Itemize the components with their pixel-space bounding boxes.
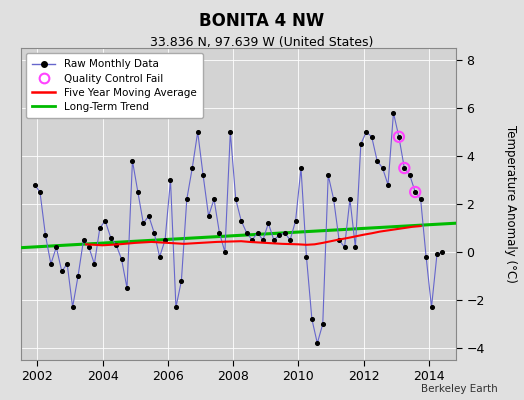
Point (286, 237, 294, 243)
Point (270, 237, 278, 243)
Point (297, 165, 305, 171)
Point (422, 254, 430, 260)
Point (226, 129, 235, 135)
Point (378, 165, 387, 171)
Point (90, 261, 99, 267)
Point (123, 285, 131, 291)
Point (395, 134, 403, 140)
Point (367, 134, 376, 140)
Point (357, 141, 365, 147)
Text: BONITA 4 NW: BONITA 4 NW (199, 12, 325, 30)
Point (193, 129, 202, 135)
Point (351, 244, 359, 250)
Point (248, 237, 256, 243)
Point (63, 261, 71, 267)
Point (324, 172, 332, 178)
Point (362, 129, 370, 135)
Point (204, 213, 213, 219)
Point (210, 196, 218, 202)
Point (36, 189, 44, 195)
Y-axis label: Temperature Anomaly (°C): Temperature Anomaly (°C) (504, 125, 517, 283)
Point (58, 268, 66, 274)
Point (395, 134, 403, 140)
Point (95, 225, 104, 231)
Point (74, 273, 82, 279)
Point (313, 340, 322, 346)
Legend: Raw Monthly Data, Quality Control Fail, Five Year Moving Average, Long-Term Tren: Raw Monthly Data, Quality Control Fail, … (26, 53, 203, 118)
Point (237, 218, 245, 224)
Point (188, 165, 196, 171)
Point (302, 254, 311, 260)
Point (389, 110, 398, 116)
Point (134, 189, 142, 195)
Point (264, 220, 272, 226)
Point (30, 182, 39, 188)
Point (150, 230, 158, 236)
Point (406, 172, 414, 178)
Point (172, 304, 180, 310)
Point (117, 256, 126, 262)
Point (411, 189, 419, 195)
Point (85, 244, 93, 250)
Point (384, 182, 392, 188)
Point (232, 196, 240, 202)
Point (259, 237, 267, 243)
Point (427, 304, 435, 310)
Point (253, 230, 261, 236)
Point (128, 158, 137, 164)
Point (79, 237, 88, 243)
Point (221, 249, 229, 255)
Point (106, 234, 115, 241)
Point (177, 278, 185, 284)
Point (199, 172, 208, 178)
Point (156, 254, 164, 260)
Point (161, 237, 169, 243)
Point (166, 177, 174, 183)
Point (335, 237, 343, 243)
Point (52, 244, 60, 250)
Point (69, 304, 77, 310)
Point (308, 316, 316, 322)
Point (411, 189, 419, 195)
Point (215, 230, 224, 236)
Point (433, 251, 441, 258)
Point (275, 232, 283, 238)
Point (243, 230, 251, 236)
Point (438, 249, 446, 255)
Text: 33.836 N, 97.639 W (United States): 33.836 N, 97.639 W (United States) (150, 36, 374, 49)
Point (400, 165, 409, 171)
Text: Berkeley Earth: Berkeley Earth (421, 384, 498, 394)
Point (280, 230, 289, 236)
Point (373, 158, 381, 164)
Point (145, 213, 153, 219)
Point (41, 232, 50, 238)
Point (340, 244, 348, 250)
Point (182, 196, 191, 202)
Point (112, 242, 121, 248)
Point (417, 196, 425, 202)
Point (291, 218, 300, 224)
Point (139, 220, 147, 226)
Point (47, 261, 55, 267)
Point (319, 321, 327, 327)
Point (346, 196, 354, 202)
Point (400, 165, 409, 171)
Point (330, 196, 338, 202)
Point (101, 218, 110, 224)
